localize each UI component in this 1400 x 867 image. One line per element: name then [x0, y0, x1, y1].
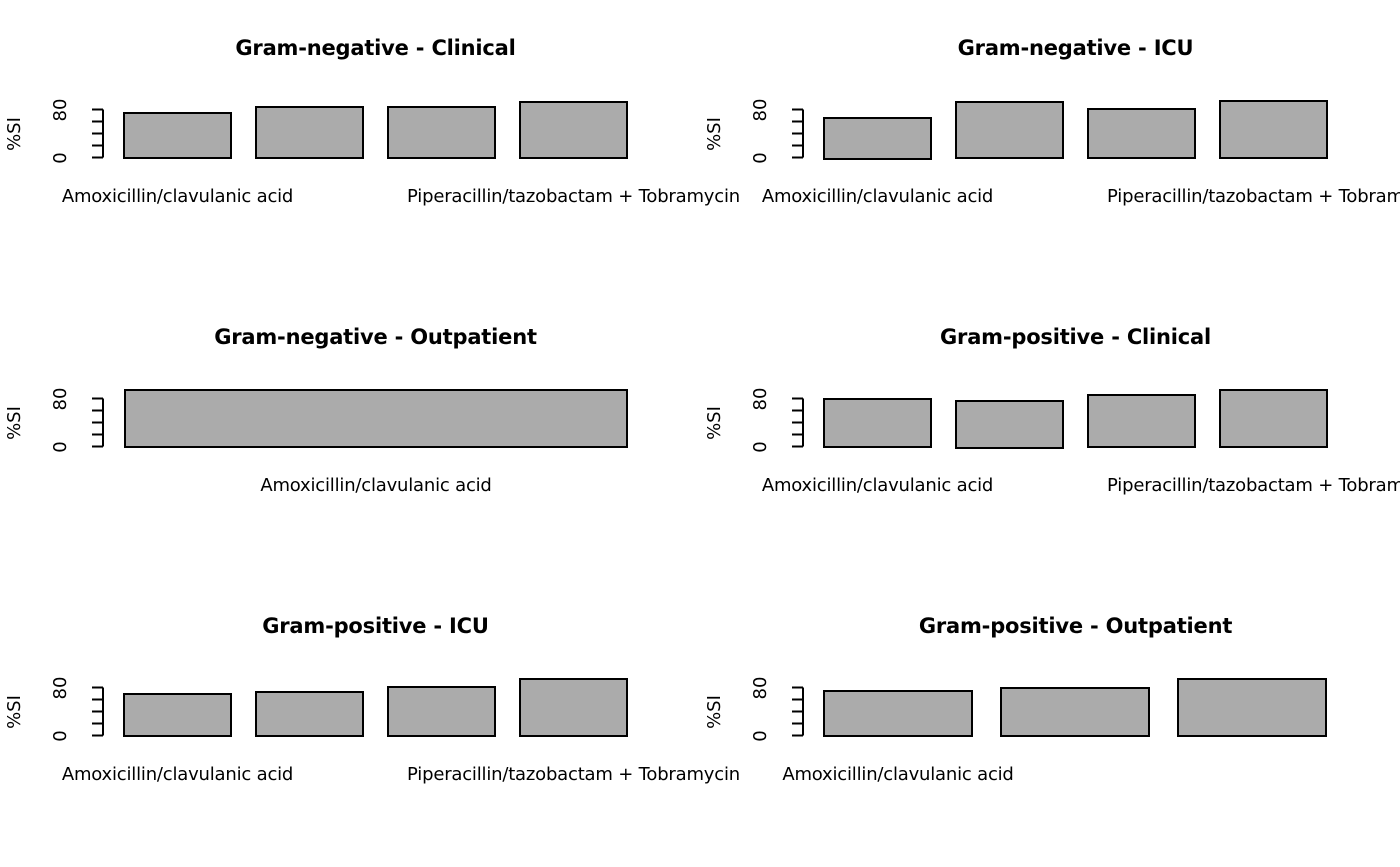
bar-gram-positive-outpatient-2: [1177, 678, 1327, 738]
y-axis-path: [792, 686, 804, 737]
y-axis-path: [792, 397, 804, 448]
x-tick-label: Amoxicillin/clavulanic acid: [761, 475, 994, 496]
chart-title: Gram-positive - Clinical: [940, 325, 1211, 349]
y-axis-path: [92, 686, 104, 737]
x-tick-label: Piperacillin/tazobactam + Tobramycin: [407, 764, 740, 785]
x-tick-label: Amoxicillin/clavulanic acid: [260, 475, 492, 496]
bar-gram-positive-icu-0: [123, 693, 232, 738]
bar-gram-positive-icu-2: [387, 686, 496, 738]
y-axis-path: [92, 108, 104, 159]
x-tick-label: Piperacillin/tazobactam + Tobramycin: [1107, 475, 1400, 496]
y-axis-title: %SI: [4, 694, 25, 729]
y-tick-label-80: 80: [50, 676, 71, 699]
bar-gram-positive-clinical-2: [1087, 394, 1196, 449]
chart-title: Gram-positive - Outpatient: [918, 614, 1233, 638]
bar-gram-positive-clinical-3: [1219, 388, 1328, 449]
y-tick-label-0: 0: [50, 440, 71, 453]
chart-panel-gram-positive-outpatient: Gram-positive - Outpatient 0 80 %SI Amoxicil…: [700, 578, 1400, 867]
y-tick-label-80: 80: [50, 98, 71, 121]
y-axis-title: %SI: [4, 116, 25, 151]
chart-panel-gram-negative-outpatient: Gram-negative - Outpatient 0 80 %SI Amoxicil…: [0, 289, 700, 578]
y-tick-label-0: 0: [750, 729, 771, 742]
x-tick-label: Piperacillin/tazobactam + Tobramycin: [1107, 186, 1400, 207]
bar-gram-positive-outpatient-0: [823, 689, 973, 738]
bar-gram-negative-icu-1: [955, 100, 1064, 160]
chart-title: Gram-positive - ICU: [262, 614, 489, 638]
chart-title: Gram-negative - ICU: [957, 36, 1194, 60]
y-axis-title: %SI: [4, 405, 25, 440]
bar-gram-negative-icu-3: [1219, 100, 1328, 160]
y-tick-label-0: 0: [750, 440, 771, 453]
bar-gram-negative-clinical-3: [519, 100, 628, 160]
y-tick-label-80: 80: [50, 387, 71, 410]
x-tick-label: Amoxicillin/clavulanic acid: [761, 186, 994, 207]
bar-gram-positive-clinical-0: [823, 398, 932, 449]
bar-gram-positive-icu-1: [255, 690, 364, 738]
chart-panel-gram-negative-icu: Gram-negative - ICU 0 80 %SI Amoxicillin/cla…: [700, 0, 1400, 289]
y-axis-path: [92, 397, 104, 448]
bar-gram-positive-clinical-1: [955, 399, 1064, 449]
y-tick-label-0: 0: [50, 729, 71, 742]
bar-gram-negative-icu-2: [1087, 108, 1196, 160]
x-tick-label: Amoxicillin/clavulanic acid: [782, 764, 1014, 785]
chart-panel-gram-positive-icu: Gram-positive - ICU 0 80 %SI Amoxicillin/cla…: [0, 578, 740, 867]
y-tick-label-0: 0: [50, 151, 71, 164]
chart-panel-gram-positive-clinical: Gram-positive - Clinical 0 80 %SI Amoxicilli…: [700, 289, 1400, 578]
chart-title: Gram-negative - Outpatient: [214, 325, 537, 349]
bar-gram-negative-clinical-1: [255, 105, 364, 160]
bar-gram-negative-icu-0: [823, 116, 932, 160]
y-axis-title: %SI: [704, 116, 725, 151]
chart-panel-gram-negative-clinical: Gram-negative - Clinical 0 80 %SI Amoxicilli…: [0, 0, 740, 289]
x-tick-label: Amoxicillin/clavulanic acid: [61, 764, 294, 785]
bar-gram-positive-icu-3: [519, 678, 628, 738]
y-axis-path: [792, 108, 804, 159]
y-tick-label-80: 80: [750, 98, 771, 121]
bar-gram-positive-outpatient-1: [1000, 686, 1150, 738]
x-tick-label: Piperacillin/tazobactam + Tobramycin: [407, 186, 740, 207]
y-tick-label-0: 0: [750, 151, 771, 164]
x-tick-label: Amoxicillin/clavulanic acid: [61, 186, 294, 207]
bar-gram-negative-clinical-2: [387, 106, 496, 160]
bar-gram-negative-outpatient-0: [124, 389, 628, 449]
y-axis-title: %SI: [704, 405, 725, 440]
bar-gram-negative-clinical-0: [123, 111, 232, 160]
y-tick-label-80: 80: [750, 676, 771, 699]
y-tick-label-80: 80: [750, 387, 771, 410]
y-axis-title: %SI: [704, 694, 725, 729]
chart-title: Gram-negative - Clinical: [235, 36, 516, 60]
